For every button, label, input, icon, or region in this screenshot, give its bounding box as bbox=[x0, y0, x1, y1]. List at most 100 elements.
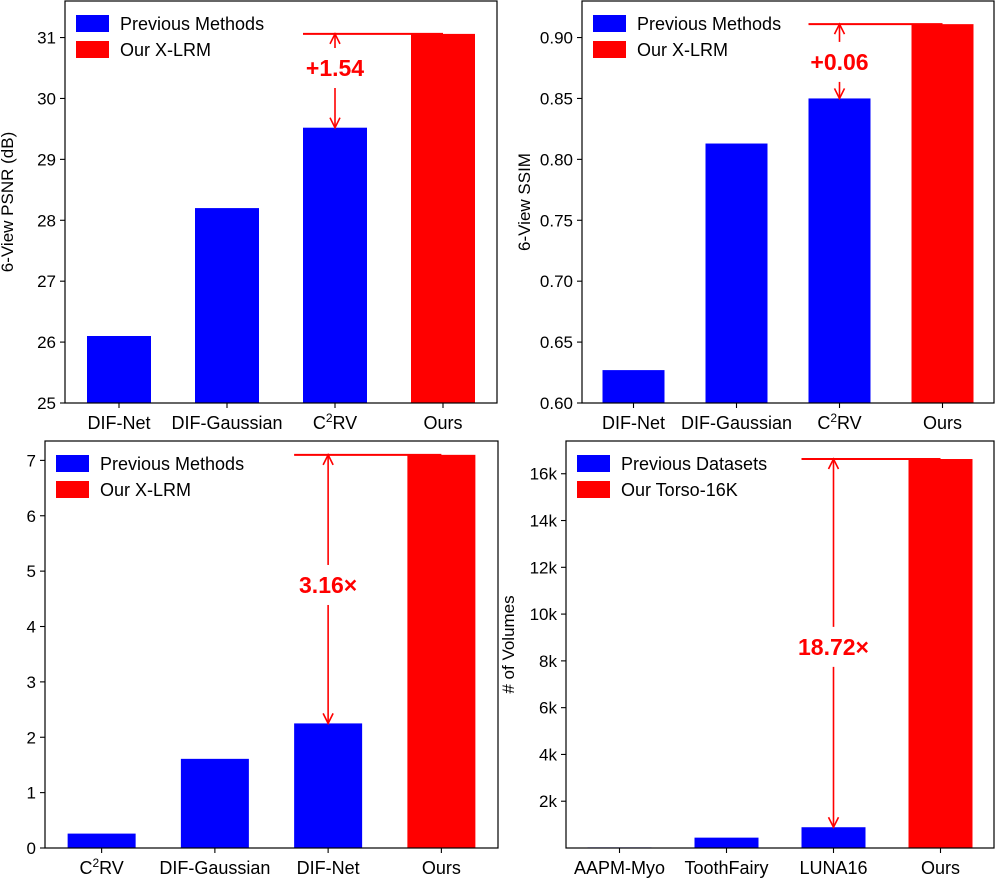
y-tick-label: 8k bbox=[539, 652, 557, 671]
x-tick-label: DIF-Gaussian bbox=[159, 858, 270, 878]
legend-swatch-ours bbox=[577, 481, 610, 498]
bar-dif-net bbox=[602, 370, 665, 403]
y-tick-label: 4 bbox=[27, 618, 36, 637]
y-tick-label: 28 bbox=[37, 211, 56, 230]
annotation-arrow: +0.06 bbox=[808, 22, 943, 101]
y-tick-label: 25 bbox=[37, 394, 56, 413]
bar-c2rv bbox=[303, 127, 367, 403]
bar-dif-gaussian bbox=[195, 208, 259, 403]
y-axis-label: # of Volumes bbox=[499, 595, 518, 693]
x-tick-label: DIF-Net bbox=[602, 413, 665, 433]
y-tick-label: 2 bbox=[27, 728, 36, 747]
legend-swatch-ours bbox=[593, 41, 626, 58]
legend-swatch-previous bbox=[56, 455, 89, 472]
legend-label-ours: Our X-LRM bbox=[120, 40, 211, 60]
y-tick-label: 0.85 bbox=[540, 89, 573, 108]
y-tick-label: 29 bbox=[37, 150, 56, 169]
chart-panel-4: 2k 4k 6k 8k 10k 12k 14k 16k AAPM-Myo ToothFairy LU… bbox=[499, 440, 995, 878]
annotation-arrowhead-up bbox=[329, 32, 341, 45]
bar-luna16 bbox=[801, 827, 866, 848]
x-tick-label: ToothFairy bbox=[684, 858, 768, 878]
y-tick-label: 0.80 bbox=[540, 150, 573, 169]
y-tick-label: 14k bbox=[530, 512, 558, 531]
bar-dif-gaussian bbox=[180, 758, 249, 848]
y-tick-label: 0.60 bbox=[540, 394, 573, 413]
bar-toothfairy bbox=[694, 837, 759, 848]
legend-label-previous: Previous Methods bbox=[120, 14, 264, 34]
legend-label-previous: Previous Datasets bbox=[621, 454, 767, 474]
y-tick-label: 0 bbox=[27, 839, 36, 858]
annotation-arrowhead-down bbox=[329, 117, 341, 130]
bar-dif-net bbox=[87, 336, 151, 403]
axes-frame bbox=[64, 0, 498, 404]
annotation-arrow: 18.72× bbox=[798, 457, 941, 830]
x-tick-label: C2RV bbox=[79, 856, 123, 878]
legend-label-previous: Previous Methods bbox=[637, 14, 781, 34]
chart-panel-3: 01234567C2RVDIF-GaussianDIF-NetOursEffic… bbox=[27, 440, 499, 878]
y-tick-label: 10k bbox=[530, 605, 558, 624]
annotation-arrow: 3.16× bbox=[294, 453, 442, 726]
legend-swatch-ours bbox=[76, 41, 109, 58]
x-tick-label: C2RV bbox=[817, 411, 861, 433]
legend-label-ours: Our X-LRM bbox=[100, 480, 191, 500]
x-tick-label: LUNA16 bbox=[799, 858, 867, 878]
x-tick-label: DIF-Gaussian bbox=[171, 413, 282, 433]
y-tick-label: 26 bbox=[37, 333, 56, 352]
bar-ours bbox=[407, 454, 476, 848]
legend-label-ours: Our X-LRM bbox=[637, 40, 728, 60]
y-tick-label: 5 bbox=[27, 562, 36, 581]
annotation-label: 18.72× bbox=[798, 634, 869, 660]
y-tick-label: 0.70 bbox=[540, 272, 573, 291]
annotation-arrow: +1.54 bbox=[303, 32, 443, 130]
legend-label-previous: Previous Methods bbox=[100, 454, 244, 474]
chart-panel-1: 25 26 27 28 29 30 31 DIF-Net DIF-Gaussian C2RV Our… bbox=[0, 0, 498, 433]
legend-swatch-previous bbox=[593, 15, 626, 32]
annotation-label: 3.16× bbox=[299, 572, 357, 598]
y-tick-label: 27 bbox=[37, 272, 56, 291]
y-tick-label: 0.75 bbox=[540, 211, 573, 230]
x-tick-label: DIF-Gaussian bbox=[681, 413, 792, 433]
annotation-arrowhead-down bbox=[322, 713, 334, 726]
x-tick-label: AAPM-Myo bbox=[574, 858, 665, 878]
y-tick-label: 6k bbox=[539, 699, 557, 718]
bar-c2rv bbox=[808, 98, 871, 403]
bar-c2rv bbox=[67, 833, 136, 848]
x-tick-label: DIF-Net bbox=[88, 413, 151, 433]
y-tick-label: 30 bbox=[37, 89, 56, 108]
x-tick-label: Ours bbox=[423, 413, 462, 433]
y-tick-label: 6 bbox=[27, 507, 36, 526]
y-tick-label: 2k bbox=[539, 792, 557, 811]
chart-panel-2: 0.60 0.65 0.70 0.75 0.80 0.85 0.90 DIF-Net DIF-G… bbox=[515, 0, 995, 433]
bar-ours bbox=[908, 459, 973, 848]
x-tick-label: Ours bbox=[923, 413, 962, 433]
y-tick-label: 16k bbox=[530, 465, 558, 484]
x-tick-label: Ours bbox=[422, 858, 461, 878]
annotation-arrowhead-down bbox=[827, 816, 840, 830]
legend-label-ours: Our Torso-16K bbox=[621, 480, 738, 500]
axes-frame bbox=[44, 440, 499, 849]
y-tick-label: 12k bbox=[530, 558, 558, 577]
y-tick-label: 1 bbox=[27, 784, 36, 803]
x-tick-label: Ours bbox=[921, 858, 960, 878]
axes-frame bbox=[565, 440, 995, 849]
annotation-arrowhead-down bbox=[833, 88, 846, 101]
legend-swatch-previous bbox=[577, 455, 610, 472]
legend-swatch-ours bbox=[56, 481, 89, 498]
annotation-label: +0.06 bbox=[810, 49, 868, 75]
bar-dif-gaussian bbox=[705, 143, 768, 403]
bar-dif-net bbox=[294, 723, 363, 848]
annotation-arrowhead-up bbox=[827, 457, 840, 470]
bar-ours bbox=[411, 33, 475, 403]
x-tick-label: C2RV bbox=[313, 411, 357, 433]
y-tick-label: 31 bbox=[37, 29, 56, 48]
y-tick-label: 7 bbox=[27, 451, 36, 470]
annotation-label: +1.54 bbox=[306, 55, 364, 81]
y-axis-label: 6-View PSNR (dB) bbox=[0, 132, 17, 272]
y-tick-label: 0.65 bbox=[540, 333, 573, 352]
y-tick-label: 0.90 bbox=[540, 29, 573, 48]
annotation-arrowhead-up bbox=[833, 22, 846, 35]
legend-swatch-previous bbox=[76, 15, 109, 32]
y-tick-label: 3 bbox=[27, 673, 36, 692]
bar-ours bbox=[911, 24, 974, 404]
